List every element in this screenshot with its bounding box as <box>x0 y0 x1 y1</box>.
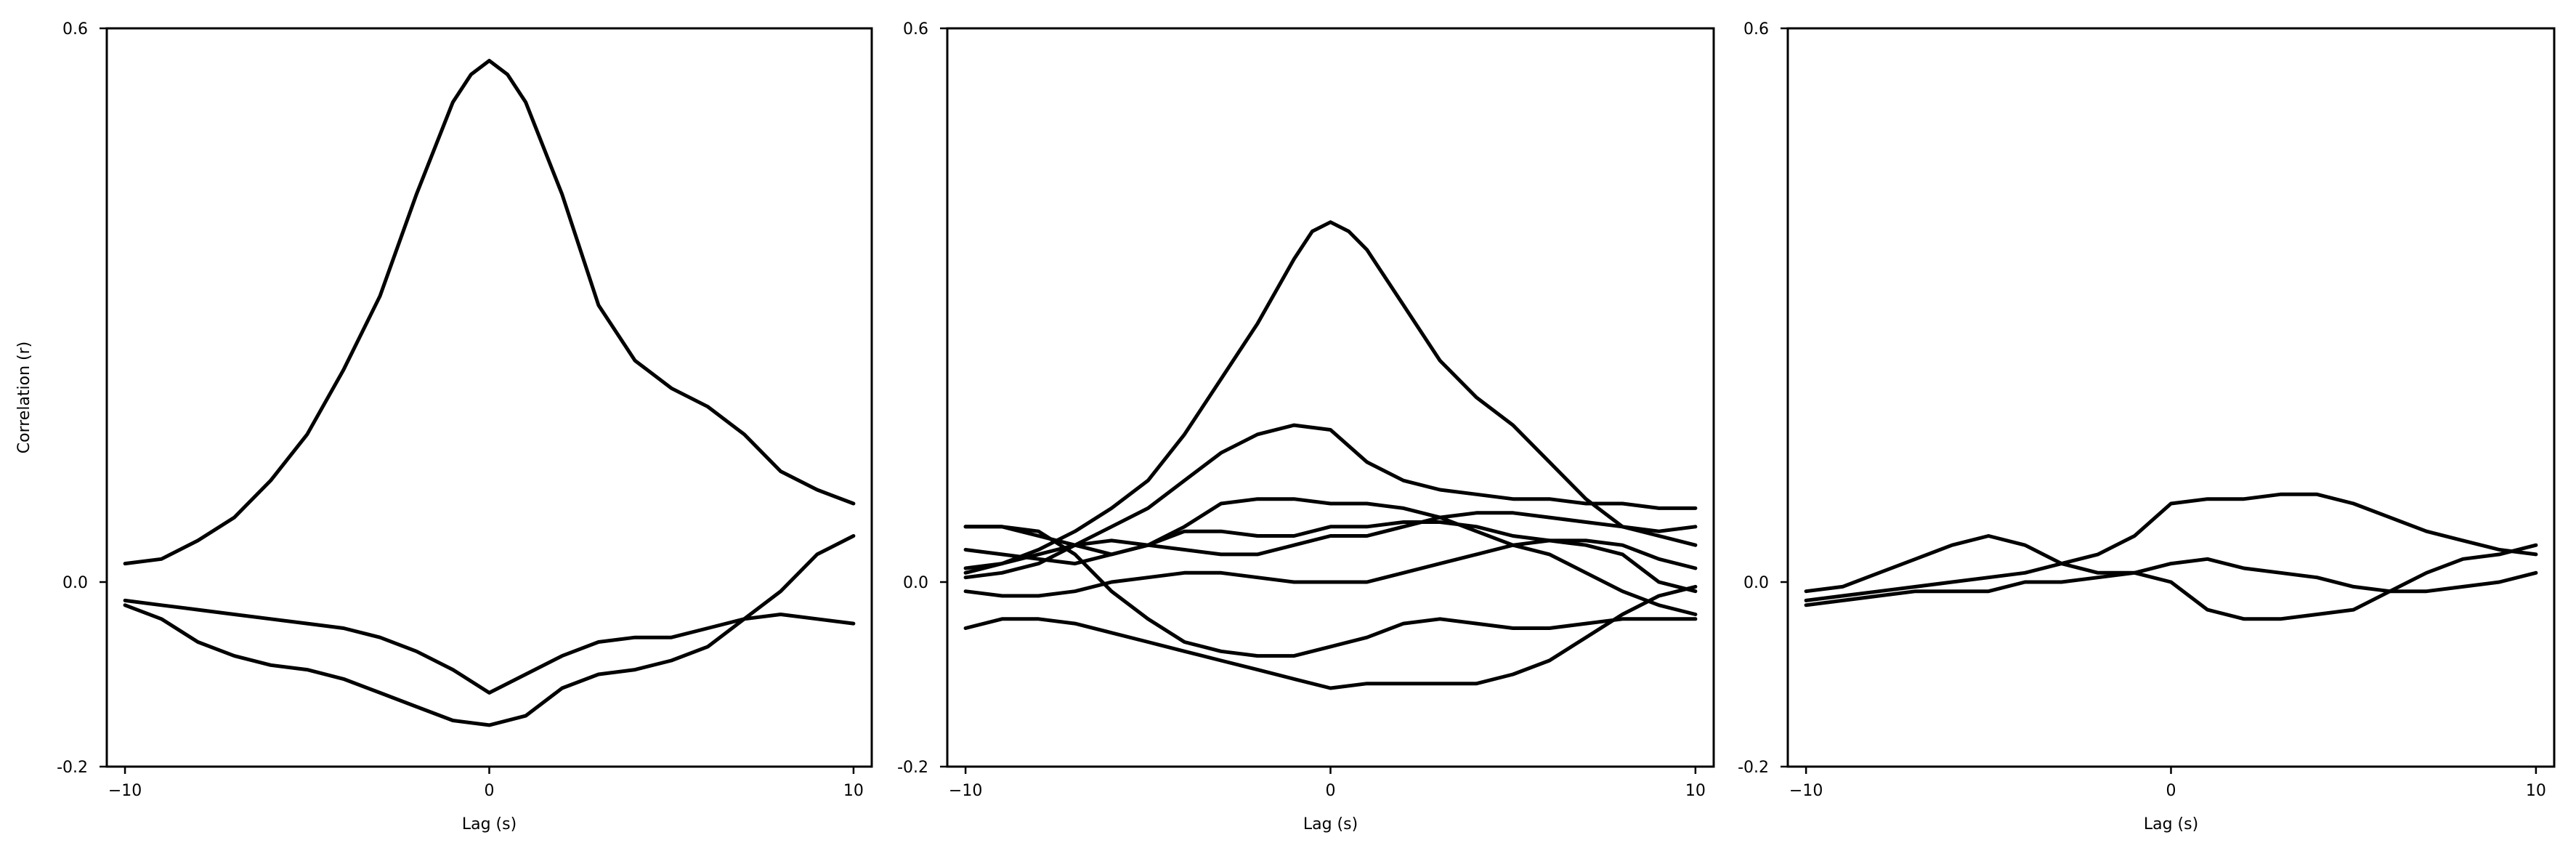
x-tick-label: 0 <box>1326 782 1336 800</box>
series-line-8 <box>963 584 1698 690</box>
axes-frame <box>946 27 1715 768</box>
x-tick-label: 0 <box>2166 782 2176 800</box>
series-line-1 <box>123 59 856 566</box>
x-tick-label: −10 <box>949 782 982 800</box>
series-line-5 <box>963 511 1698 570</box>
series-line-2 <box>963 423 1698 580</box>
y-tick-label: 0.6 <box>903 20 928 39</box>
series-line-2 <box>123 598 856 695</box>
x-axis-label: Lag (s) <box>2144 815 2198 833</box>
chart-panel-1: −10 0 10 -0.2 0.0 0.6 Lag (s) Correlation (r) <box>15 20 873 833</box>
y-axis-label: Correlation (r) <box>15 342 33 454</box>
x-tick-label: 0 <box>485 782 495 800</box>
y-tick-label: 0.0 <box>903 574 928 592</box>
chart-panel-2: −10 0 10 -0.2 0.0 0.6 Lag (s) <box>897 20 1715 833</box>
series-line-3 <box>123 534 856 727</box>
x-tick-label: −10 <box>1789 782 1823 800</box>
x-tick-label: 10 <box>843 782 864 800</box>
axes-frame <box>105 27 873 768</box>
y-tick-label: -0.2 <box>897 759 928 777</box>
axes-frame <box>1786 27 2556 768</box>
series-line-2 <box>1804 534 2538 621</box>
y-tick-label: 0.0 <box>62 574 88 592</box>
x-tick-label: −10 <box>108 782 142 800</box>
series-line-3 <box>1804 557 2538 607</box>
series-line-1 <box>963 220 1698 575</box>
series-line-4 <box>963 520 1698 570</box>
y-tick-label: 0.6 <box>62 20 88 39</box>
x-tick-label: 10 <box>2526 782 2546 800</box>
series-line-6 <box>963 525 1698 658</box>
x-axis-label: Lag (s) <box>462 815 517 833</box>
y-tick-label: -0.2 <box>57 759 88 777</box>
y-tick-label: 0.6 <box>1743 20 1769 39</box>
chart-panel-3: −10 0 10 -0.2 0.0 0.6 Lag (s) <box>1738 20 2556 833</box>
series-line-7 <box>963 538 1698 598</box>
series-line-1 <box>1804 492 2538 602</box>
x-axis-label: Lag (s) <box>1303 815 1358 833</box>
y-tick-label: 0.0 <box>1743 574 1769 592</box>
series-line-3 <box>963 497 1698 616</box>
x-tick-label: 10 <box>1685 782 1706 800</box>
y-tick-label: -0.2 <box>1738 759 1769 777</box>
